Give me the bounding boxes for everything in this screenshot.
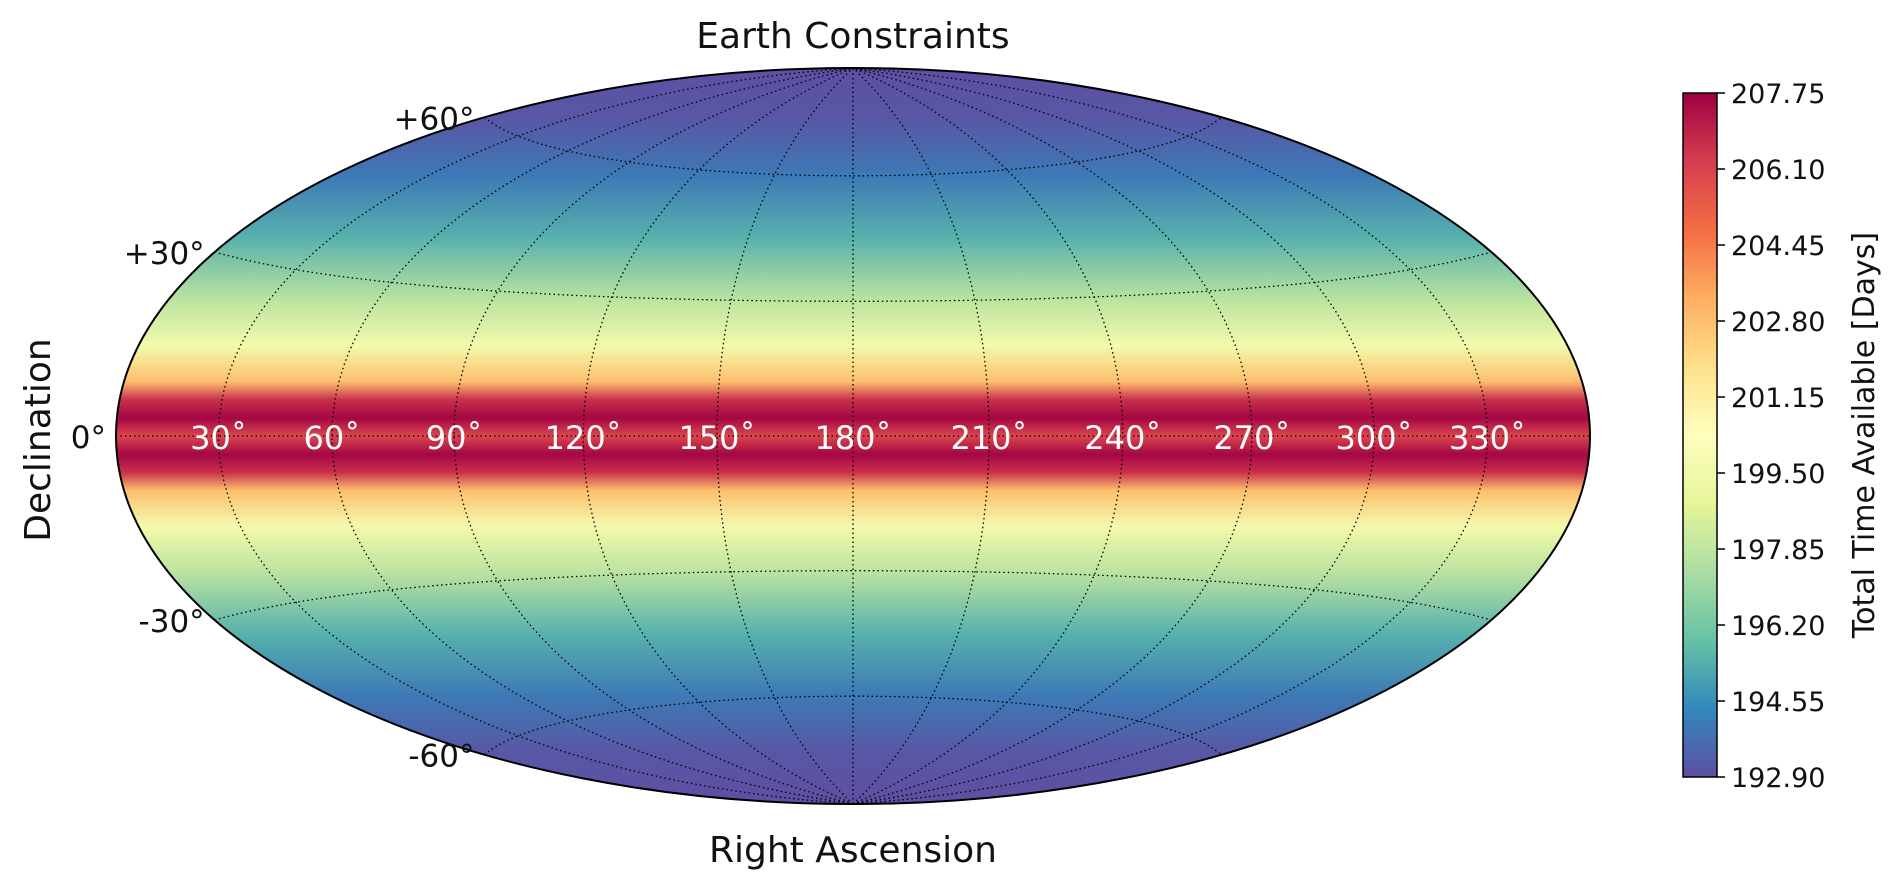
ra-tick-label: 30˚ (190, 419, 247, 457)
ra-tick-label: 240˚ (1084, 419, 1161, 457)
meridian-line (852, 68, 1489, 804)
x-axis-label: Right Ascension (709, 830, 997, 871)
dec-tick-label: +60° (394, 101, 475, 137)
meridian-line (852, 68, 1253, 804)
ra-tick-label: 330˚ (1449, 419, 1526, 457)
graticule (116, 68, 1590, 804)
parallel-line (214, 570, 1492, 621)
meridian-line (852, 68, 1124, 804)
dec-tick-label: -30° (139, 604, 205, 640)
colorbar-tick-label: 199.50 (1731, 459, 1825, 490)
map-border (115, 67, 1591, 805)
chart-title: Earth Constraints (696, 16, 1009, 57)
dec-tick-label: -60° (408, 739, 474, 775)
ra-tick-labels: 30˚ 60˚ 90˚ 120˚ 150˚ 180˚ 210˚ 240˚ 270˚ 300˚ 330… (190, 419, 1526, 457)
ra-tick-label: 60˚ (304, 419, 361, 457)
meridian-line (217, 68, 854, 804)
colorbar-ticks: 192.90 194.55 196.20 197.85 199.50 201.15 202.… (1717, 79, 1825, 794)
colorbar-tick-label: 207.75 (1731, 79, 1825, 110)
ra-tick-label: 90˚ (426, 419, 483, 457)
ra-tick-label: 300˚ (1336, 419, 1413, 457)
ra-tick-label: 270˚ (1213, 419, 1290, 457)
sky-map: 30˚ 60˚ 90˚ 120˚ 150˚ 180˚ 210˚ 240˚ 270˚ 300˚ 330… (115, 67, 1591, 805)
colorbar-label: Total Time Available [Days] (1847, 232, 1882, 639)
meridian-line (852, 68, 1375, 804)
colorbar-tick-label: 202.80 (1731, 307, 1825, 338)
colorbar-tick-label: 204.45 (1731, 231, 1825, 262)
parallel-line (484, 116, 1222, 177)
meridian-line (331, 68, 854, 804)
colorbar-scale (1682, 92, 1718, 778)
meridian-line (453, 68, 854, 804)
ra-tick-label: 120˚ (545, 419, 622, 457)
ra-tick-label: 210˚ (950, 419, 1027, 457)
dec-tick-label: +30° (124, 236, 205, 272)
colorbar-tick-label: 206.10 (1731, 155, 1825, 186)
ra-tick-label: 180˚ (814, 419, 891, 457)
colorbar: 192.90 194.55 196.20 197.85 199.50 201.15 202.… (1682, 79, 1882, 794)
y-axis-label: Declination (18, 338, 59, 542)
dec-tick-label: 0° (71, 420, 106, 456)
ra-tick-label: 150˚ (678, 419, 755, 457)
colorbar-tick-label: 201.15 (1731, 383, 1825, 414)
colorbar-tick-label: 194.55 (1731, 687, 1825, 718)
meridian-line (582, 68, 854, 804)
colorbar-tick-label: 196.20 (1731, 611, 1825, 642)
colorbar-tick-label: 197.85 (1731, 535, 1825, 566)
colorbar-tick-label: 192.90 (1731, 763, 1825, 794)
dec-tick-labels: +60° +30° 0° -30° -60° (71, 101, 475, 774)
